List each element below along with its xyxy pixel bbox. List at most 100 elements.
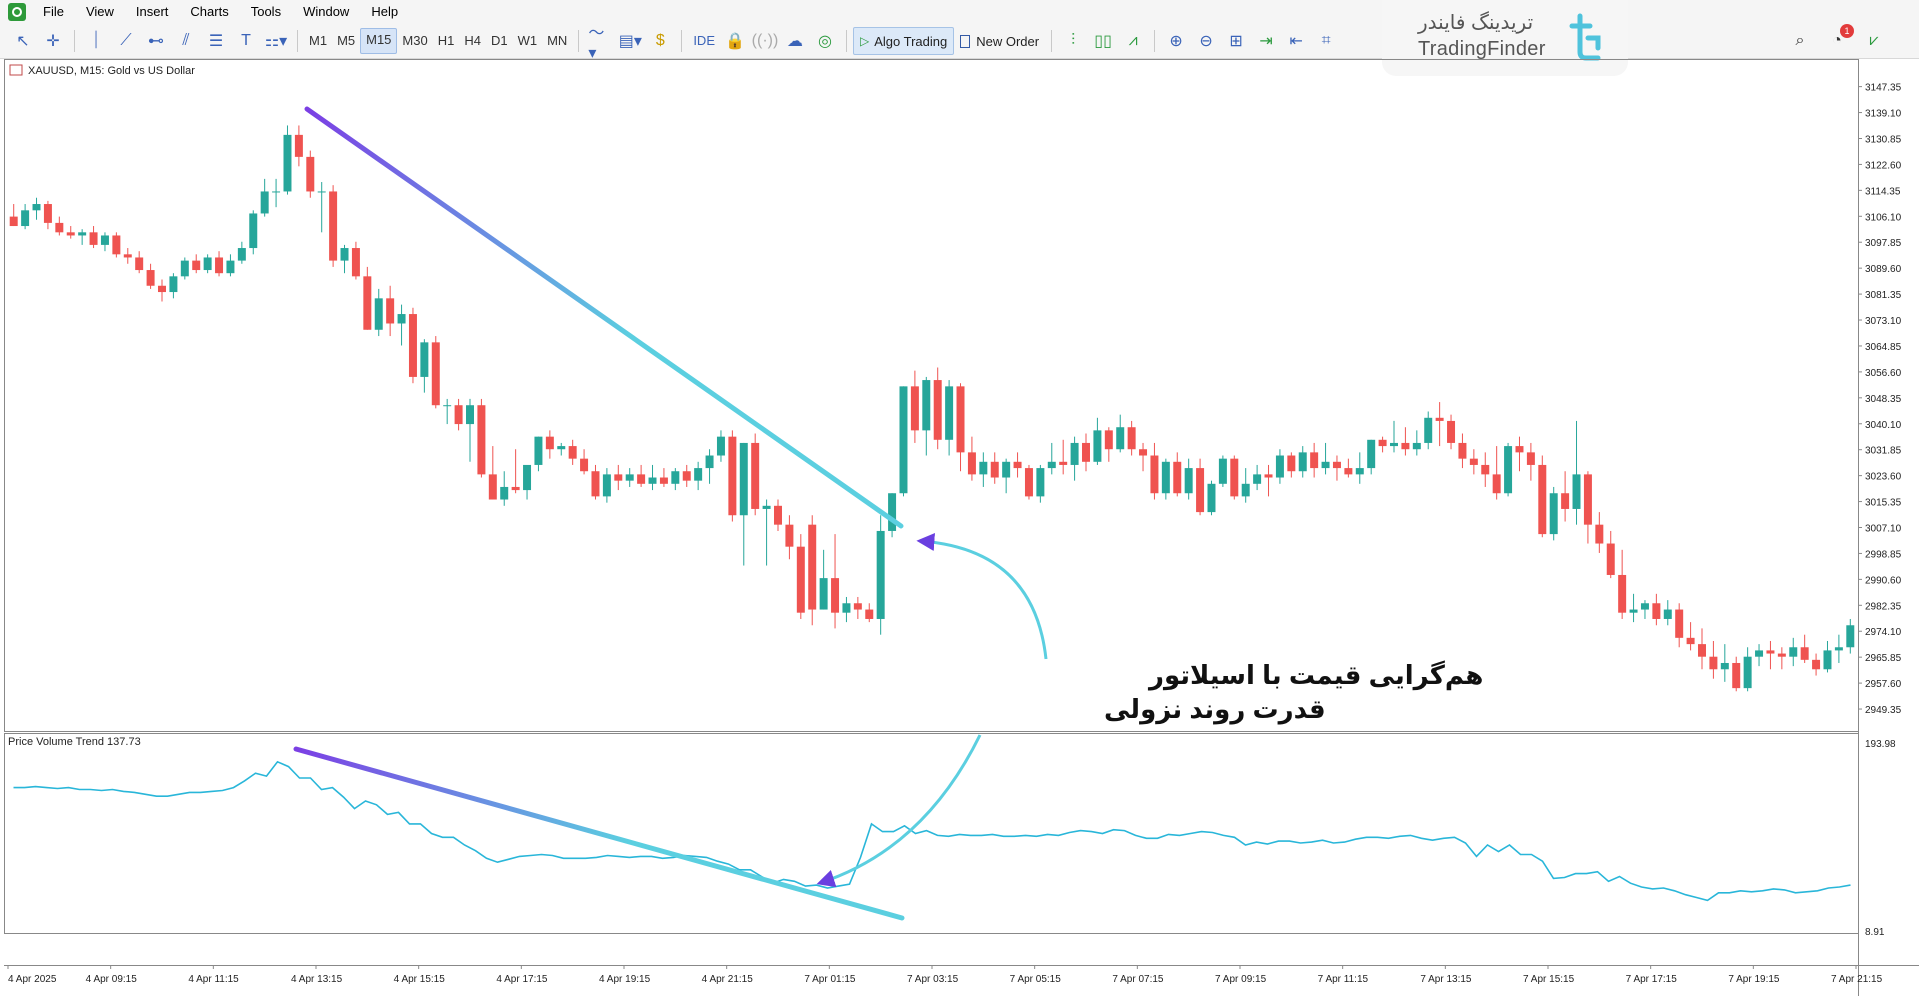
line-chart-icon[interactable]: ⩘ [1128,32,1138,49]
buy-sell-icon[interactable]: ⫶ [1071,32,1076,49]
signal-icon[interactable]: ((·)) [751,32,779,49]
candle-body [9,216,18,227]
menu-help[interactable]: Help [371,4,399,19]
candle-body [1755,650,1764,657]
time-tick-label: 4 Apr 09:15 [86,974,138,985]
trendline-icon[interactable]: ⟋ [120,32,132,49]
price-tick-label: 2965.85 [1865,653,1902,664]
candle-body [625,474,634,481]
app-logo-icon [8,3,26,21]
autoscroll-icon[interactable]: ⇤ [1289,33,1303,50]
timeframe-w1[interactable]: W1 [517,33,538,48]
timeframe-d1[interactable]: D1 [490,33,508,48]
timeframe-m5[interactable]: M5 [337,33,356,48]
screenshot-icon[interactable]: ⌗ [1321,32,1331,49]
candle-body [1378,439,1387,447]
indicator-arrow [816,734,982,888]
candle-body [796,546,805,613]
candle-body [1036,468,1045,497]
menu-tools[interactable]: Tools [250,4,282,19]
candle-body [1572,474,1581,509]
candle-body [1447,420,1456,443]
time-tick-label: 7 Apr 01:15 [804,974,856,985]
candle-body [89,232,98,245]
price-tick-label: 3097.85 [1865,238,1902,249]
menu-insert[interactable]: Insert [135,4,169,19]
chart-title: XAUUSD, M15: Gold vs US Dollar [28,65,195,77]
templates-icon[interactable]: ▤▾ [618,33,642,50]
cursor-icon[interactable]: ↖ [16,33,30,50]
candle-body [1561,493,1570,509]
zoom-out-icon[interactable]: ⊖ [1199,33,1213,50]
price-tick-label: 3048.35 [1865,394,1902,405]
horizontal-line-icon[interactable]: ⊷ [148,33,164,50]
candle-body [386,298,395,324]
candle-body [1390,442,1398,447]
new-order-icon [960,34,971,48]
indicators-icon[interactable]: 〜▾ [588,25,605,62]
fibonacci-icon[interactable]: ☰ [208,33,224,50]
price-arrow [916,533,1048,660]
menu-view[interactable]: View [85,4,114,19]
timeframe-m15[interactable]: M15 [360,28,398,54]
menu-charts[interactable]: Charts [190,4,229,19]
candle-body [682,471,691,481]
timeframe-h4[interactable]: H4 [464,33,481,48]
shapes-icon[interactable]: ⚏▾ [264,33,288,50]
lock-icon[interactable]: 🔒 [725,33,745,50]
candle-body [1082,442,1090,462]
annotation-line-1: هم‌گرایی قیمت با اسیلاتور [1147,660,1483,691]
menu-window[interactable]: Window [303,4,350,19]
zoom-in-icon[interactable]: ⊕ [1169,33,1183,50]
candle-body [591,471,600,497]
market-icon[interactable]: $ [655,32,665,49]
menu-file[interactable]: File [43,4,64,19]
cloud-icon[interactable]: ☁ [786,33,803,50]
candle-body [876,530,885,619]
scroll-icon[interactable]: ⇥ [1259,33,1273,50]
candle-body [408,314,417,377]
candle-body [545,436,554,450]
chat-icon[interactable]: ◔ 1 [1825,24,1854,53]
vps-icon[interactable]: ◎ [818,33,832,50]
signals-icon[interactable]: ⩗ [1869,32,1879,49]
price-tick-label: 3007.10 [1865,523,1902,534]
tile-icon[interactable]: ⊞ [1229,33,1243,50]
candle-body [123,254,132,258]
pvt-line [13,760,1851,902]
crosshair-icon[interactable]: ✛ [46,33,60,50]
timeframe-m1[interactable]: M1 [309,33,328,48]
timeframe-m30[interactable]: M30 [402,33,428,48]
candle-body [1538,464,1547,535]
timeframe-h1[interactable]: H1 [437,33,455,48]
price-tick-label: 2990.60 [1865,575,1902,586]
chart-canvas[interactable]: 3147.35 3139.10 3130.85 3122.60 3114.35 3106.… [4,59,1919,996]
text-icon[interactable]: T [241,32,251,49]
toolbar-separator [297,30,298,52]
toolbar: ↖ ✛ ⏐ ⟋ ⊷ ⫽ ☰ T ⚏▾ M1 M5 M15 M30 H1 H4 D… [0,24,1919,62]
timeframe-mn[interactable]: MN [547,33,568,48]
new-order-button[interactable]: New Order [954,28,1045,54]
candle-body [602,474,611,497]
chart-window[interactable]: 3147.35 3139.10 3130.85 3122.60 3114.35 3106.… [4,59,1919,996]
algo-trading-button[interactable]: ▷ Algo Trading [852,27,955,55]
time-tick-label: 7 Apr 11:15 [1318,974,1369,985]
vertical-line-icon[interactable]: ⏐ [91,32,101,49]
price-tick-label: 3122.60 [1865,160,1902,171]
time-tick-label: 7 Apr 09:15 [1215,974,1267,985]
candle-body [1800,647,1809,660]
indicator-label: Price Volume Trend 137.73 [8,736,141,748]
bar-chart-icon[interactable]: ▯▯ [1094,33,1112,50]
candle-body [226,260,235,274]
candle-body [21,210,30,227]
candle-body [1515,446,1524,453]
channel-icon[interactable]: ⫽ [182,32,190,49]
price-tick-label: 3081.35 [1865,290,1902,301]
candle-body [910,386,919,431]
price-tick-label: 3023.60 [1865,472,1902,483]
candle-body [1150,455,1159,494]
candle-body [374,298,383,330]
ide-button[interactable]: IDE [693,33,715,48]
search-icon[interactable]: ⌕ [1795,32,1805,49]
time-tick-label: 7 Apr 03:15 [907,974,959,985]
